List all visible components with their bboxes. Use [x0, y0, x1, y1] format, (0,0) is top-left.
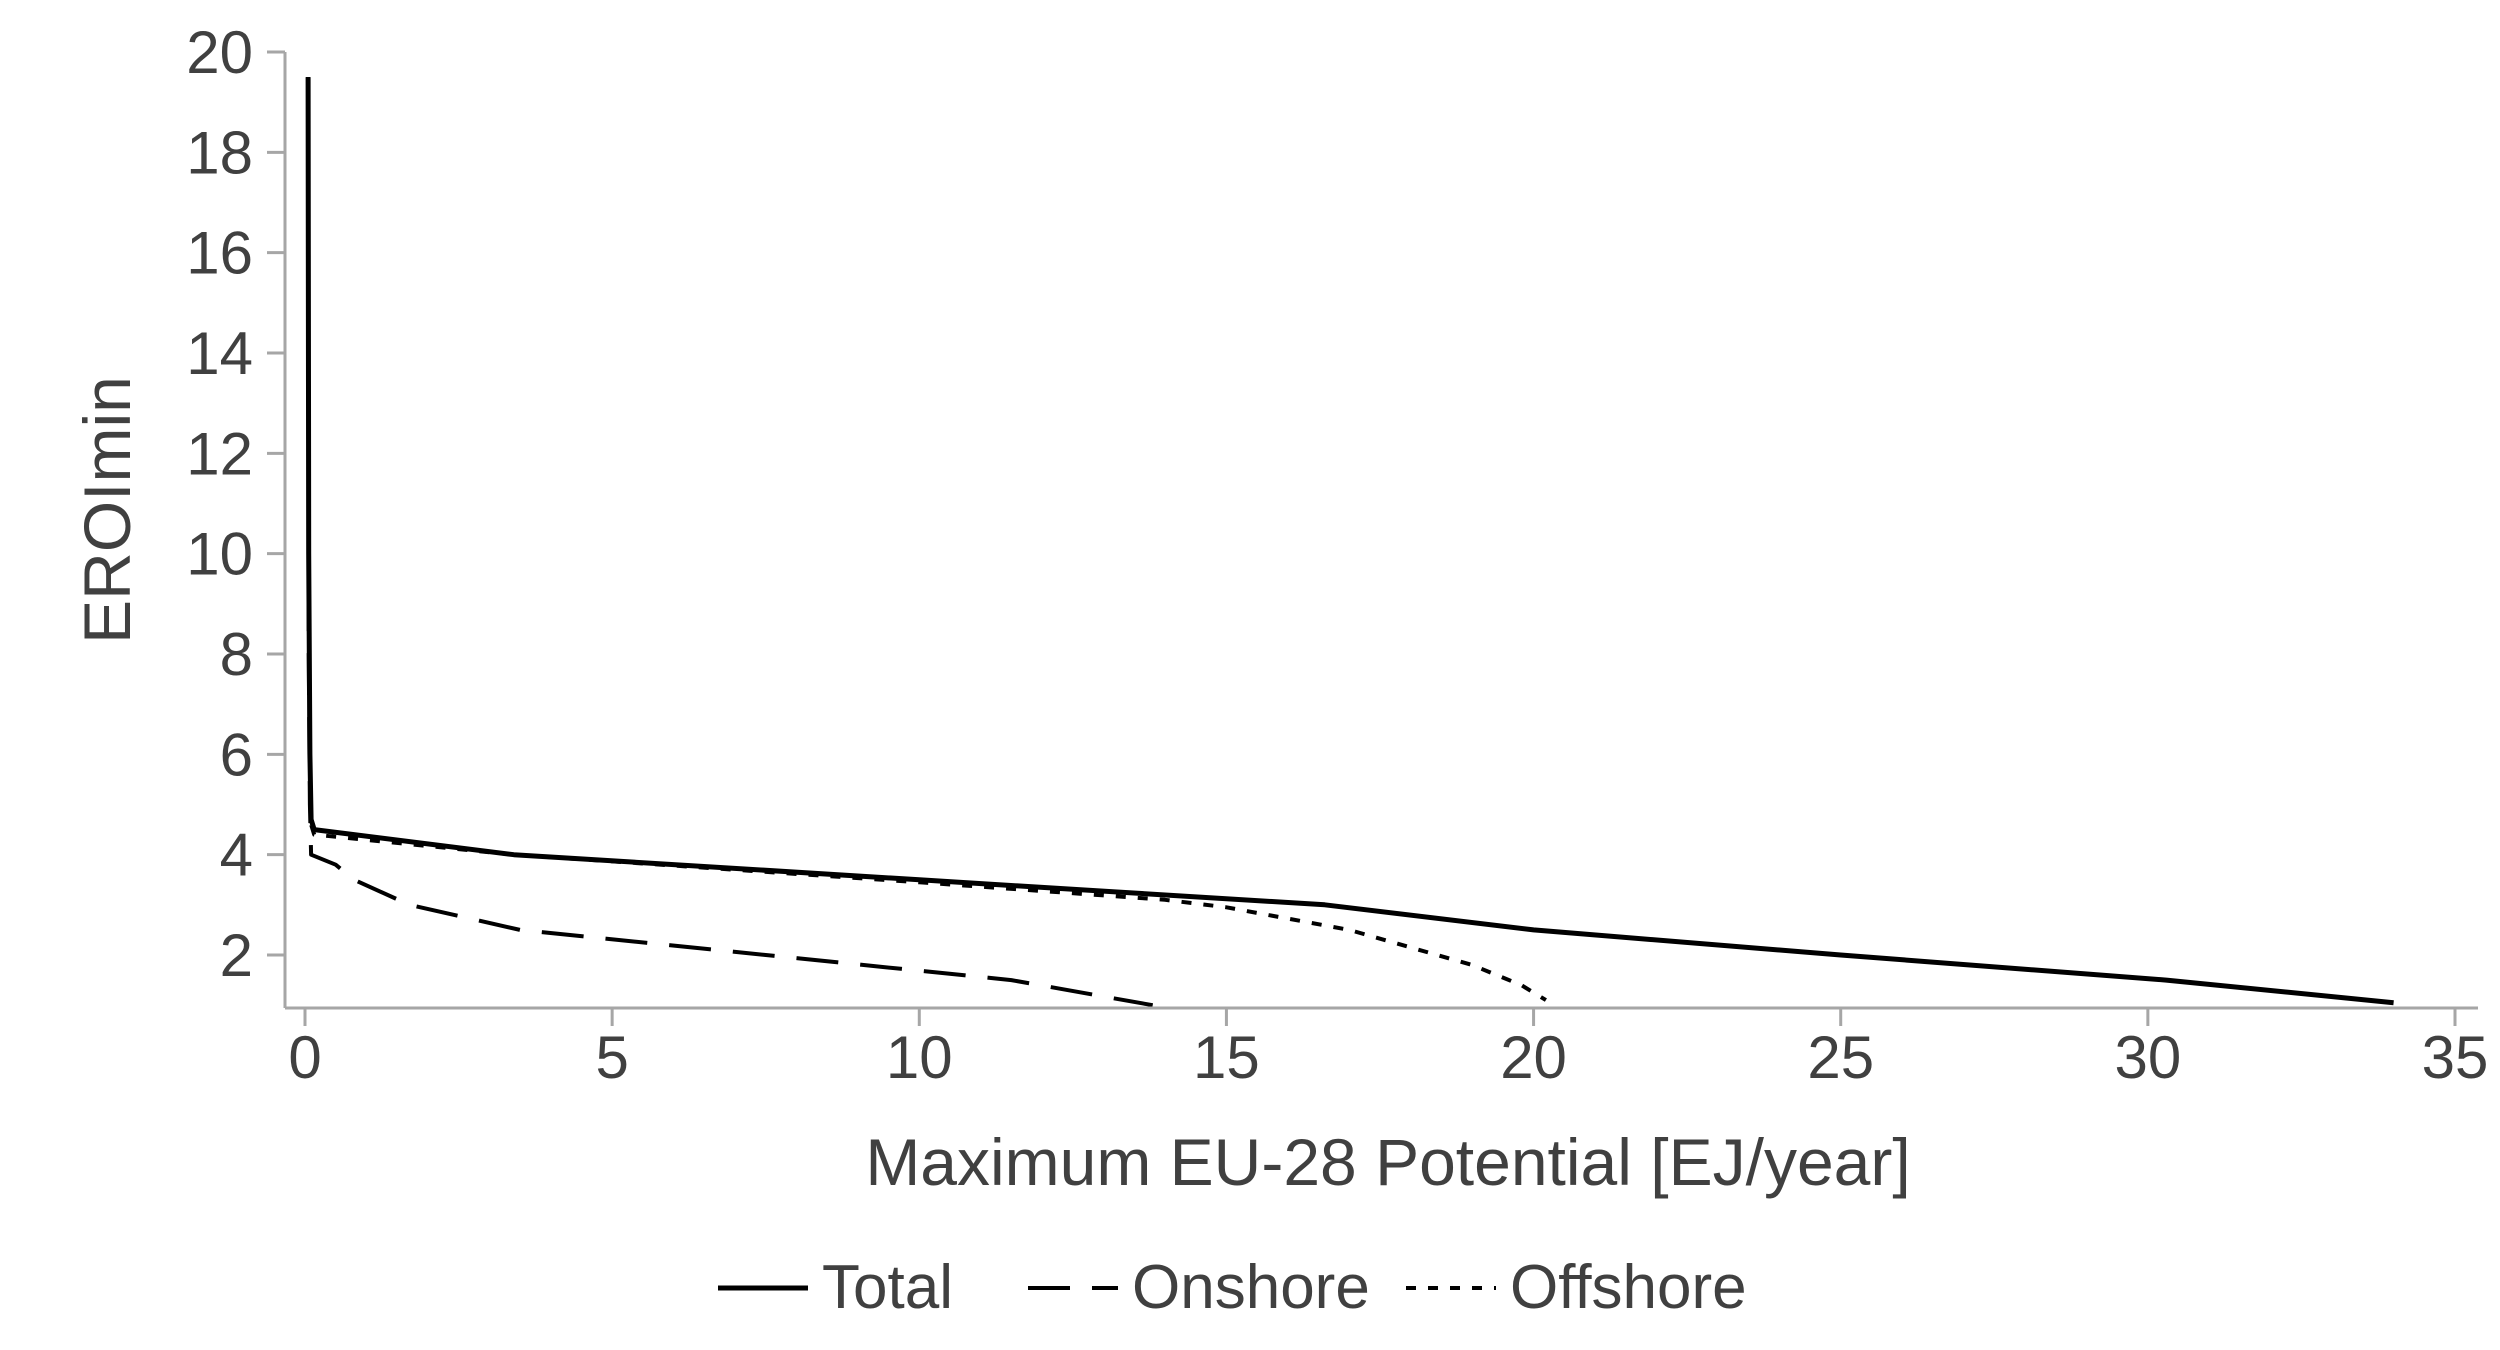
y-tick-label: 18	[186, 119, 253, 186]
x-tick-label: 35	[2422, 1024, 2489, 1091]
x-tick-label: 5	[595, 1024, 628, 1091]
legend: Total Onshore Offshore	[718, 1253, 1747, 1322]
legend-item-total: Total	[718, 1253, 953, 1322]
y-axis-title: EROImin	[70, 376, 144, 644]
y-tick-label: 4	[220, 822, 253, 889]
legend-label: Onshore	[1132, 1253, 1370, 1322]
y-tick-label: 12	[186, 420, 253, 487]
x-axis-title: Maximum EU-28 Potential [EJ/year]	[865, 1125, 1910, 1199]
y-tick-label: 10	[186, 521, 253, 588]
y-tick-label: 8	[220, 621, 253, 688]
axes	[283, 52, 2478, 1010]
legend-label: Total	[822, 1253, 953, 1322]
x-tick-label: 15	[1193, 1024, 1260, 1091]
x-axis-ticks: 0 5 10 15 20 25 30 35	[288, 1008, 2488, 1091]
y-tick-label: 16	[186, 220, 253, 287]
y-tick-label: 2	[220, 922, 253, 989]
series-line-total	[305, 77, 2394, 1006]
y-tick-label: 6	[220, 721, 253, 788]
y-tick-label: 14	[186, 320, 253, 387]
x-tick-label: 25	[1807, 1024, 1874, 1091]
plot-lines	[305, 77, 2394, 1008]
x-tick-label: 30	[2114, 1024, 2181, 1091]
y-tick-label: 20	[186, 19, 253, 86]
legend-item-onshore: Onshore	[1028, 1253, 1370, 1322]
x-tick-label: 10	[886, 1024, 953, 1091]
x-tick-label: 0	[288, 1024, 321, 1091]
legend-label: Offshore	[1510, 1253, 1747, 1322]
y-axis-ticks: 2 4 6 8 10 12 14 16 18 20	[186, 19, 285, 989]
series-line-onshore	[306, 77, 1154, 1008]
series-line-offshore	[306, 77, 1547, 1002]
x-tick-label: 20	[1500, 1024, 1567, 1091]
legend-item-offshore: Offshore	[1406, 1253, 1747, 1322]
